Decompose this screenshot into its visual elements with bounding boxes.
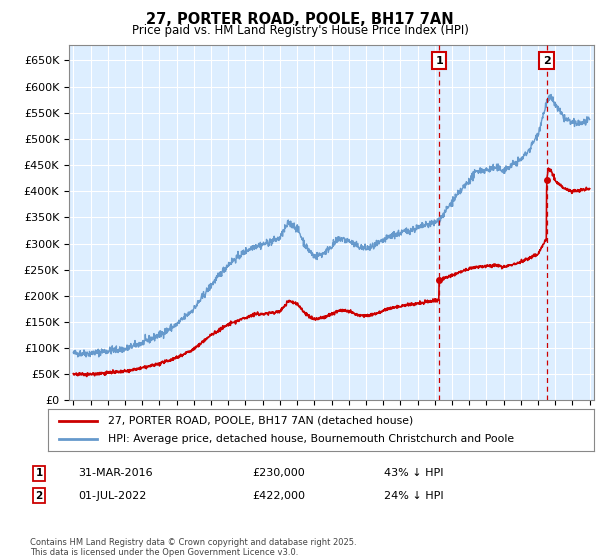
Text: 43% ↓ HPI: 43% ↓ HPI — [384, 468, 443, 478]
Text: 27, PORTER ROAD, POOLE, BH17 7AN (detached house): 27, PORTER ROAD, POOLE, BH17 7AN (detach… — [108, 416, 413, 426]
Text: £230,000: £230,000 — [252, 468, 305, 478]
Text: 27, PORTER ROAD, POOLE, BH17 7AN: 27, PORTER ROAD, POOLE, BH17 7AN — [146, 12, 454, 27]
Text: 1: 1 — [435, 56, 443, 66]
Text: 01-JUL-2022: 01-JUL-2022 — [78, 491, 146, 501]
Text: HPI: Average price, detached house, Bournemouth Christchurch and Poole: HPI: Average price, detached house, Bour… — [108, 434, 514, 444]
Text: 31-MAR-2016: 31-MAR-2016 — [78, 468, 152, 478]
Text: 2: 2 — [543, 56, 551, 66]
Text: 24% ↓ HPI: 24% ↓ HPI — [384, 491, 443, 501]
Text: 1: 1 — [35, 468, 43, 478]
Text: Price paid vs. HM Land Registry's House Price Index (HPI): Price paid vs. HM Land Registry's House … — [131, 24, 469, 36]
Text: 2: 2 — [35, 491, 43, 501]
Text: £422,000: £422,000 — [252, 491, 305, 501]
Text: Contains HM Land Registry data © Crown copyright and database right 2025.
This d: Contains HM Land Registry data © Crown c… — [30, 538, 356, 557]
